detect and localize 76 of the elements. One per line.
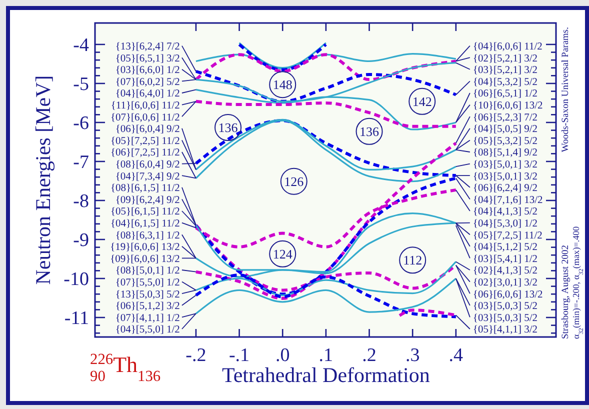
x-tick-label: .4 — [448, 345, 464, 366]
x-axis-title: Tetrahedral Deformation — [222, 363, 430, 387]
annotation: {04}[6,0,6] 11/2 — [472, 41, 542, 52]
annotation: {10}[6,0,6] 13/2 — [472, 100, 543, 112]
annotation: {08}[5,1,4] 9/2 — [472, 148, 538, 159]
annotation: {08}[6,3,1] 1/2 — [115, 230, 180, 242]
annotation: {07}[4,1,1] 1/2 — [115, 312, 180, 324]
annotation: {06}[6,5,1] 1/2 — [472, 88, 538, 100]
annotation: {09}[6,2,4] 9/2 — [115, 194, 180, 206]
annotation: {07}[6,0,6] 11/2 — [110, 112, 180, 124]
y-tick-label: -6 — [73, 113, 89, 134]
annotation: {04}[5,1,2] 5/2 — [472, 242, 538, 254]
annotation: {06}[5,1,2] 3/2 — [115, 301, 180, 312]
annotation: {08}[5,0,1] 1/2 — [115, 266, 180, 277]
annotation: {13}[5,0,3] 5/2 — [115, 289, 180, 300]
x-tick-label: .2 — [362, 345, 376, 366]
annotation: {05}[6,5,1] 3/2 — [115, 53, 180, 64]
annotation: 142 — [412, 94, 432, 109]
annotation: {08}[6,1,5] 11/2 — [110, 183, 180, 194]
y-tick-label: -8 — [73, 191, 89, 212]
annotation: {04}[5,3,0] 1/2 — [472, 218, 538, 230]
annotation: {09}[6,0,6] 13/2 — [110, 254, 180, 265]
annotation: {05}[6,1,5] 11/2 — [110, 206, 180, 218]
annotation: {06}[6,2,4] 9/2 — [472, 183, 538, 194]
annotation: {03}[5,4,1] 1/2 — [472, 254, 538, 265]
annotation: {05}[7,2,5] 11/2 — [472, 230, 542, 242]
annotation: {02}[5,2,1] 3/2 — [472, 53, 538, 64]
y-tick-label: -5 — [73, 74, 89, 96]
annotation: {02}[4,1,3] 5/2 — [472, 266, 538, 277]
x-tick-label: .1 — [318, 345, 334, 366]
annotation: {03}[5,0,1] 3/2 — [472, 171, 538, 182]
annotation: {06}[5,2,3] 7/2 — [472, 112, 538, 124]
annotation: {05}[5,3,2] 5/2 — [472, 136, 538, 147]
x-tick-label: -.2 — [186, 345, 206, 366]
annotation: {07}[5,5,0] 1/2 — [115, 277, 180, 288]
x-tick-label: .0 — [275, 345, 290, 366]
annotation: 112 — [403, 252, 422, 268]
annotation: {11}[6,0,6] 11/2 — [110, 100, 180, 112]
annotation: {04}[4,1,3] 5/2 — [472, 206, 538, 218]
annotation: {03}[5,0,1] 3/2 — [472, 159, 538, 170]
x-tick-label: -.1 — [228, 345, 250, 366]
annotation: {06}[6,0,4] 9/2 — [115, 124, 180, 136]
y-tick-label: -11 — [64, 308, 89, 330]
annotation: 136 — [218, 120, 238, 136]
annotation: {02}[3,0,1] 3/2 — [472, 277, 538, 288]
annotation: 136 — [360, 124, 380, 139]
annotation: {05}[7,2,5] 11/2 — [110, 136, 180, 147]
annotation: {04}[6,1,5] 11/2 — [110, 218, 180, 230]
y-tick-label: -7 — [73, 152, 89, 174]
annotation: {04}[7,3,4] 9/2 — [115, 171, 180, 182]
annotation: {13}[6,2,4] 7/2 — [115, 41, 180, 52]
annotation: {03}[5,2,1] 3/2 — [472, 65, 538, 76]
annotation: {06}[7,2,5] 11/2 — [110, 148, 180, 159]
y-tick-label: -9 — [73, 230, 89, 252]
annotation: 124 — [272, 246, 293, 262]
annotation: {08}[6,0,4] 9/2 — [115, 159, 180, 170]
annotation: {04}[5,5,0] 1/2 — [115, 324, 180, 336]
annotation: {04}[5,3,2] 5/2 — [472, 76, 538, 88]
text: Strasbourg, August 2002 — [561, 244, 571, 339]
annotation: {03}[6,6,0] 1/2 — [115, 65, 180, 76]
text: Woods-Saxon Universal Params. — [561, 27, 571, 152]
y-axis-title: Neutron Energies [MeV] — [31, 75, 55, 285]
annotation: {04}[5,0,5] 9/2 — [472, 124, 538, 136]
annotation: {03}[5,0,3] 5/2 — [472, 301, 538, 312]
annotation: 148 — [272, 77, 292, 92]
annotation: {19}[6,0,6] 13/2 — [110, 242, 180, 254]
y-tick-label: -10 — [64, 269, 89, 290]
annotation: {03}[5,0,3] 5/2 — [472, 312, 538, 324]
annotation: {05}[4,1,1] 3/2 — [472, 324, 538, 336]
annotation: {06}[6,0,6] 13/2 — [472, 289, 543, 300]
annotation: 126 — [284, 174, 304, 189]
annotation: {04}[7,1,6] 13/2 — [472, 194, 543, 206]
annotation: {04}[6,4,0] 1/2 — [115, 88, 180, 100]
x-tick-label: .3 — [405, 345, 420, 366]
y-tick-label: -4 — [73, 35, 90, 56]
annotation: {07}[6,0,2] 5/2 — [115, 76, 180, 88]
